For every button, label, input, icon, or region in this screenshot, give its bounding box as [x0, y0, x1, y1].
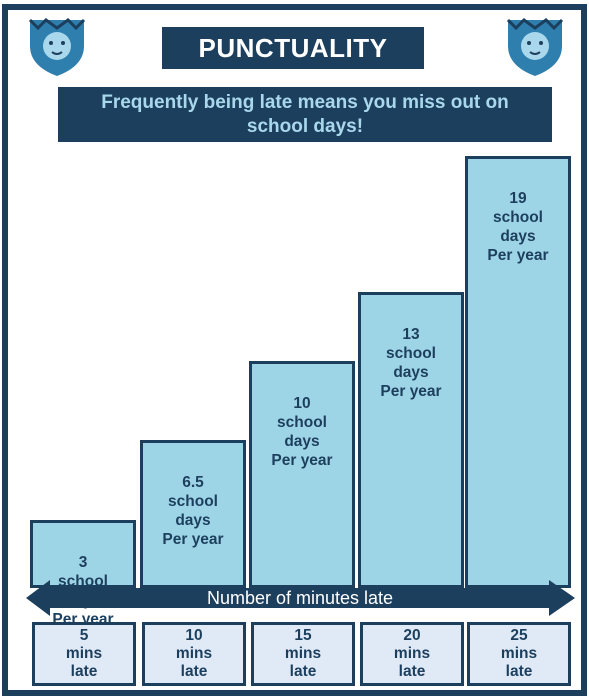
- axis-arrow: [26, 580, 575, 616]
- category-box: 15 mins late: [251, 622, 355, 686]
- category-box: 10 mins late: [142, 622, 246, 686]
- category-label: 5 mins late: [65, 627, 103, 680]
- category-box: 20 mins late: [360, 622, 464, 686]
- bar-value-label: 13 school days Per year: [380, 326, 442, 400]
- x-axis-label: Number of minutes late: [206, 588, 394, 608]
- bar: 13 school days Per year: [358, 292, 464, 588]
- category-label: 10 mins late: [175, 627, 213, 680]
- category-box: 5 mins late: [32, 622, 136, 686]
- bar-value-label: 19 school days Per year: [487, 190, 549, 264]
- category-box: 25 mins late: [467, 622, 571, 686]
- bar: 6.5 school days Per year: [140, 440, 246, 588]
- page-subtitle: Frequently being late means you miss out…: [58, 87, 552, 142]
- bar: 19 school days Per year: [465, 156, 571, 588]
- bar: 10 school days Per year: [249, 361, 355, 588]
- bar-value-label: 10 school days Per year: [271, 395, 333, 469]
- page-title: PUNCTUALITY: [162, 27, 424, 69]
- category-label: 15 mins late: [284, 627, 322, 680]
- lion-crest-icon: [506, 18, 564, 76]
- lion-crest-icon: [28, 18, 86, 76]
- category-label: 25 mins late: [500, 627, 538, 680]
- bar-value-label: 6.5 school days Per year: [162, 474, 224, 548]
- category-label: 20 mins late: [393, 627, 431, 680]
